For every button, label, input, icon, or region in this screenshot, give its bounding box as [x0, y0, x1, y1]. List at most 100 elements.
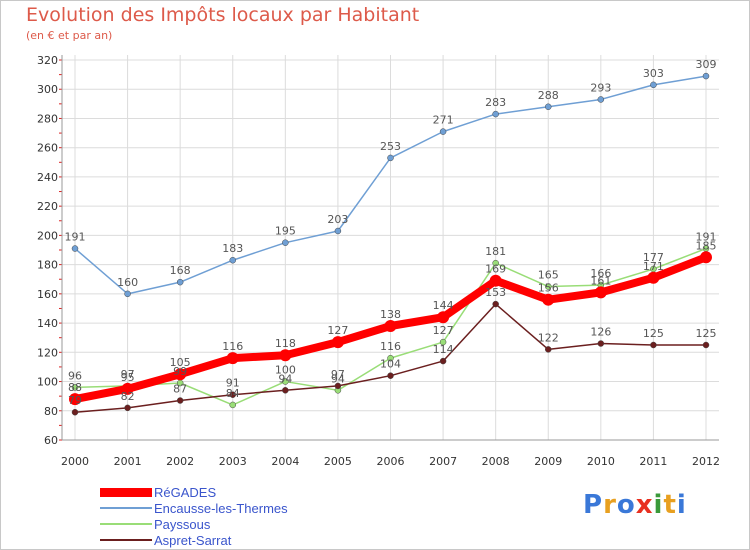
legend-item-regades: RéGADES — [100, 484, 288, 500]
data-point — [334, 227, 342, 235]
data-point — [702, 341, 710, 349]
x-tick-label: 2008 — [482, 455, 510, 468]
data-label: 94 — [331, 372, 345, 385]
chart-title: Evolution des Impôts locaux par Habitant — [26, 4, 420, 26]
y-tick-label: 320 — [37, 54, 58, 67]
data-label: 95 — [121, 371, 135, 384]
x-tick-label: 2002 — [166, 455, 194, 468]
data-point — [650, 81, 657, 89]
data-label: 122 — [538, 331, 559, 344]
x-tick-label: 2006 — [377, 455, 405, 468]
logo-letter: r — [603, 490, 617, 520]
data-point — [597, 96, 605, 103]
legend-swatch-aspret — [100, 539, 152, 541]
data-label: 114 — [433, 343, 454, 356]
data-label: 185 — [696, 239, 717, 252]
data-label: 283 — [485, 96, 506, 109]
y-tick-label: 60 — [44, 434, 58, 447]
data-point — [492, 259, 499, 267]
data-point — [489, 274, 502, 287]
data-point — [71, 245, 79, 252]
data-label: 97 — [331, 368, 345, 381]
data-label: 127 — [433, 324, 454, 337]
data-label: 183 — [222, 242, 243, 255]
data-point — [647, 271, 660, 284]
logo-letter: o — [616, 490, 636, 520]
data-point — [229, 256, 236, 264]
y-tick-label: 280 — [37, 112, 58, 125]
data-label: 181 — [485, 245, 506, 258]
data-label: 165 — [538, 269, 559, 282]
data-label: 191 — [65, 231, 86, 244]
data-point — [384, 320, 397, 332]
data-point — [282, 387, 289, 394]
data-point — [439, 128, 447, 135]
legend-label-encausse: Encausse-les-Thermes — [154, 500, 288, 516]
data-label: 116 — [380, 340, 401, 353]
data-point — [69, 393, 81, 406]
data-point — [174, 368, 187, 381]
data-point — [229, 401, 236, 409]
data-point — [387, 354, 394, 362]
data-label: 97 — [121, 368, 135, 381]
data-label: 104 — [380, 358, 401, 371]
data-label: 82 — [121, 390, 135, 403]
x-tick-label: 2004 — [271, 455, 299, 468]
data-label: 195 — [275, 225, 296, 238]
data-point — [226, 352, 239, 365]
data-label: 94 — [278, 372, 292, 385]
data-point — [279, 349, 292, 362]
data-label: 126 — [590, 326, 611, 339]
data-point — [121, 382, 134, 395]
y-tick-label: 240 — [37, 171, 58, 184]
x-tick-label: 2003 — [219, 455, 247, 468]
x-tick-label: 2001 — [114, 455, 142, 468]
data-point — [545, 103, 552, 111]
data-label: 138 — [380, 308, 401, 321]
y-tick-label: 260 — [37, 142, 58, 155]
data-point — [597, 340, 605, 347]
data-point — [439, 357, 447, 365]
data-label: 156 — [538, 282, 559, 295]
data-point — [71, 384, 79, 391]
data-label: 125 — [643, 327, 664, 340]
data-label: 79 — [68, 394, 82, 407]
data-label: 153 — [485, 286, 506, 299]
data-label: 253 — [380, 140, 401, 153]
legend-item-encausse: Encausse-les-Thermes — [100, 500, 288, 516]
data-point — [71, 408, 79, 416]
data-point — [594, 286, 607, 299]
data-label: 168 — [170, 264, 191, 277]
legend: RéGADES Encausse-les-Thermes Payssous As… — [100, 484, 288, 548]
x-tick-label: 2005 — [324, 455, 352, 468]
data-point — [282, 378, 289, 385]
data-point — [331, 336, 344, 349]
x-tick-label: 2011 — [639, 455, 667, 468]
data-label: 105 — [170, 356, 191, 369]
data-label: 171 — [643, 260, 664, 273]
data-label: 169 — [485, 263, 506, 276]
x-tick-label: 2007 — [429, 455, 457, 468]
data-label: 166 — [590, 267, 611, 280]
data-point — [542, 293, 555, 306]
data-point — [387, 154, 394, 162]
data-point — [545, 283, 552, 290]
data-point — [124, 404, 131, 412]
data-point — [176, 397, 184, 404]
data-point — [439, 338, 447, 346]
legend-label-regades: RéGADES — [154, 484, 217, 500]
data-point — [650, 341, 657, 349]
data-label: 125 — [696, 327, 717, 340]
x-tick-label: 2009 — [534, 455, 562, 468]
data-label: 160 — [117, 276, 138, 289]
data-label: 161 — [590, 274, 611, 287]
data-label: 309 — [696, 58, 717, 71]
y-tick-label: 160 — [37, 288, 58, 301]
data-point — [437, 311, 450, 324]
legend-label-payssous: Payssous — [154, 516, 211, 532]
y-tick-label: 200 — [37, 229, 58, 242]
legend-item-aspret: Aspret-Sarrat — [100, 532, 288, 548]
data-point — [702, 72, 710, 80]
legend-item-payssous: Payssous — [100, 516, 288, 532]
